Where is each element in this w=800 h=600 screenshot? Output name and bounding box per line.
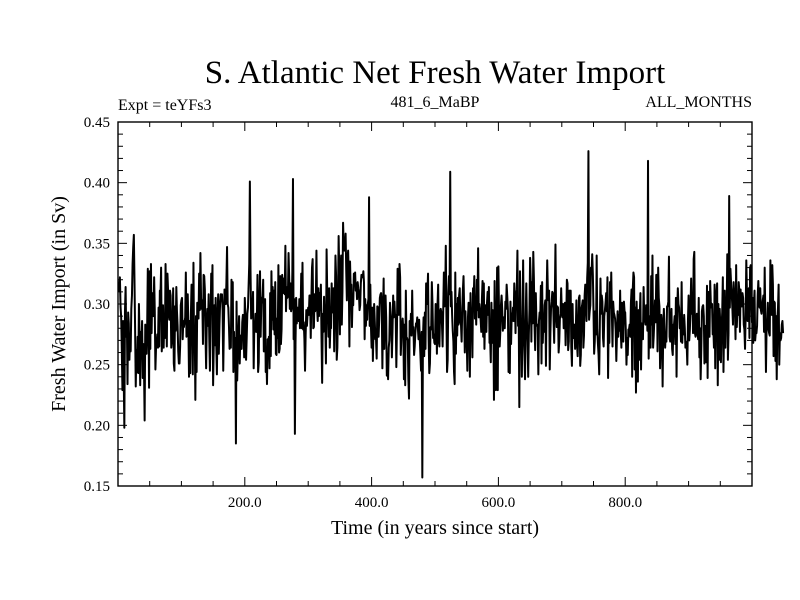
y-tick-label: 0.25: [84, 358, 110, 374]
period-label: ALL_MONTHS: [645, 94, 752, 111]
y-tick-label: 0.40: [84, 176, 110, 192]
plot-area: [117, 121, 785, 487]
x-tick-label: 800.0: [608, 495, 642, 511]
chart-title: S. Atlantic Net Fresh Water Import: [205, 55, 666, 91]
y-axis-tick-labels: 0.15 0.20 0.25 0.30 0.35 0.40 0.45: [84, 115, 110, 495]
x-axis-tick-labels: 200.0 400.0 600.0 800.0: [228, 495, 642, 511]
x-tick-label: 600.0: [482, 495, 516, 511]
experiment-label: Expt = teYFs3: [118, 97, 211, 114]
y-tick-label: 0.45: [84, 115, 110, 131]
y-tick-label: 0.35: [84, 236, 110, 252]
x-axis-label: Time (in years since start): [331, 517, 539, 539]
y-tick-label: 0.20: [84, 418, 110, 434]
x-tick-label: 400.0: [355, 495, 389, 511]
y-tick-label: 0.30: [84, 297, 110, 313]
y-tick-label: 0.15: [84, 479, 110, 495]
series-line: [117, 150, 785, 479]
y-axis-label: Fresh Water Import (in Sv): [48, 196, 70, 412]
x-tick-label: 200.0: [228, 495, 262, 511]
run-label: 481_6_MaBP: [391, 94, 480, 111]
